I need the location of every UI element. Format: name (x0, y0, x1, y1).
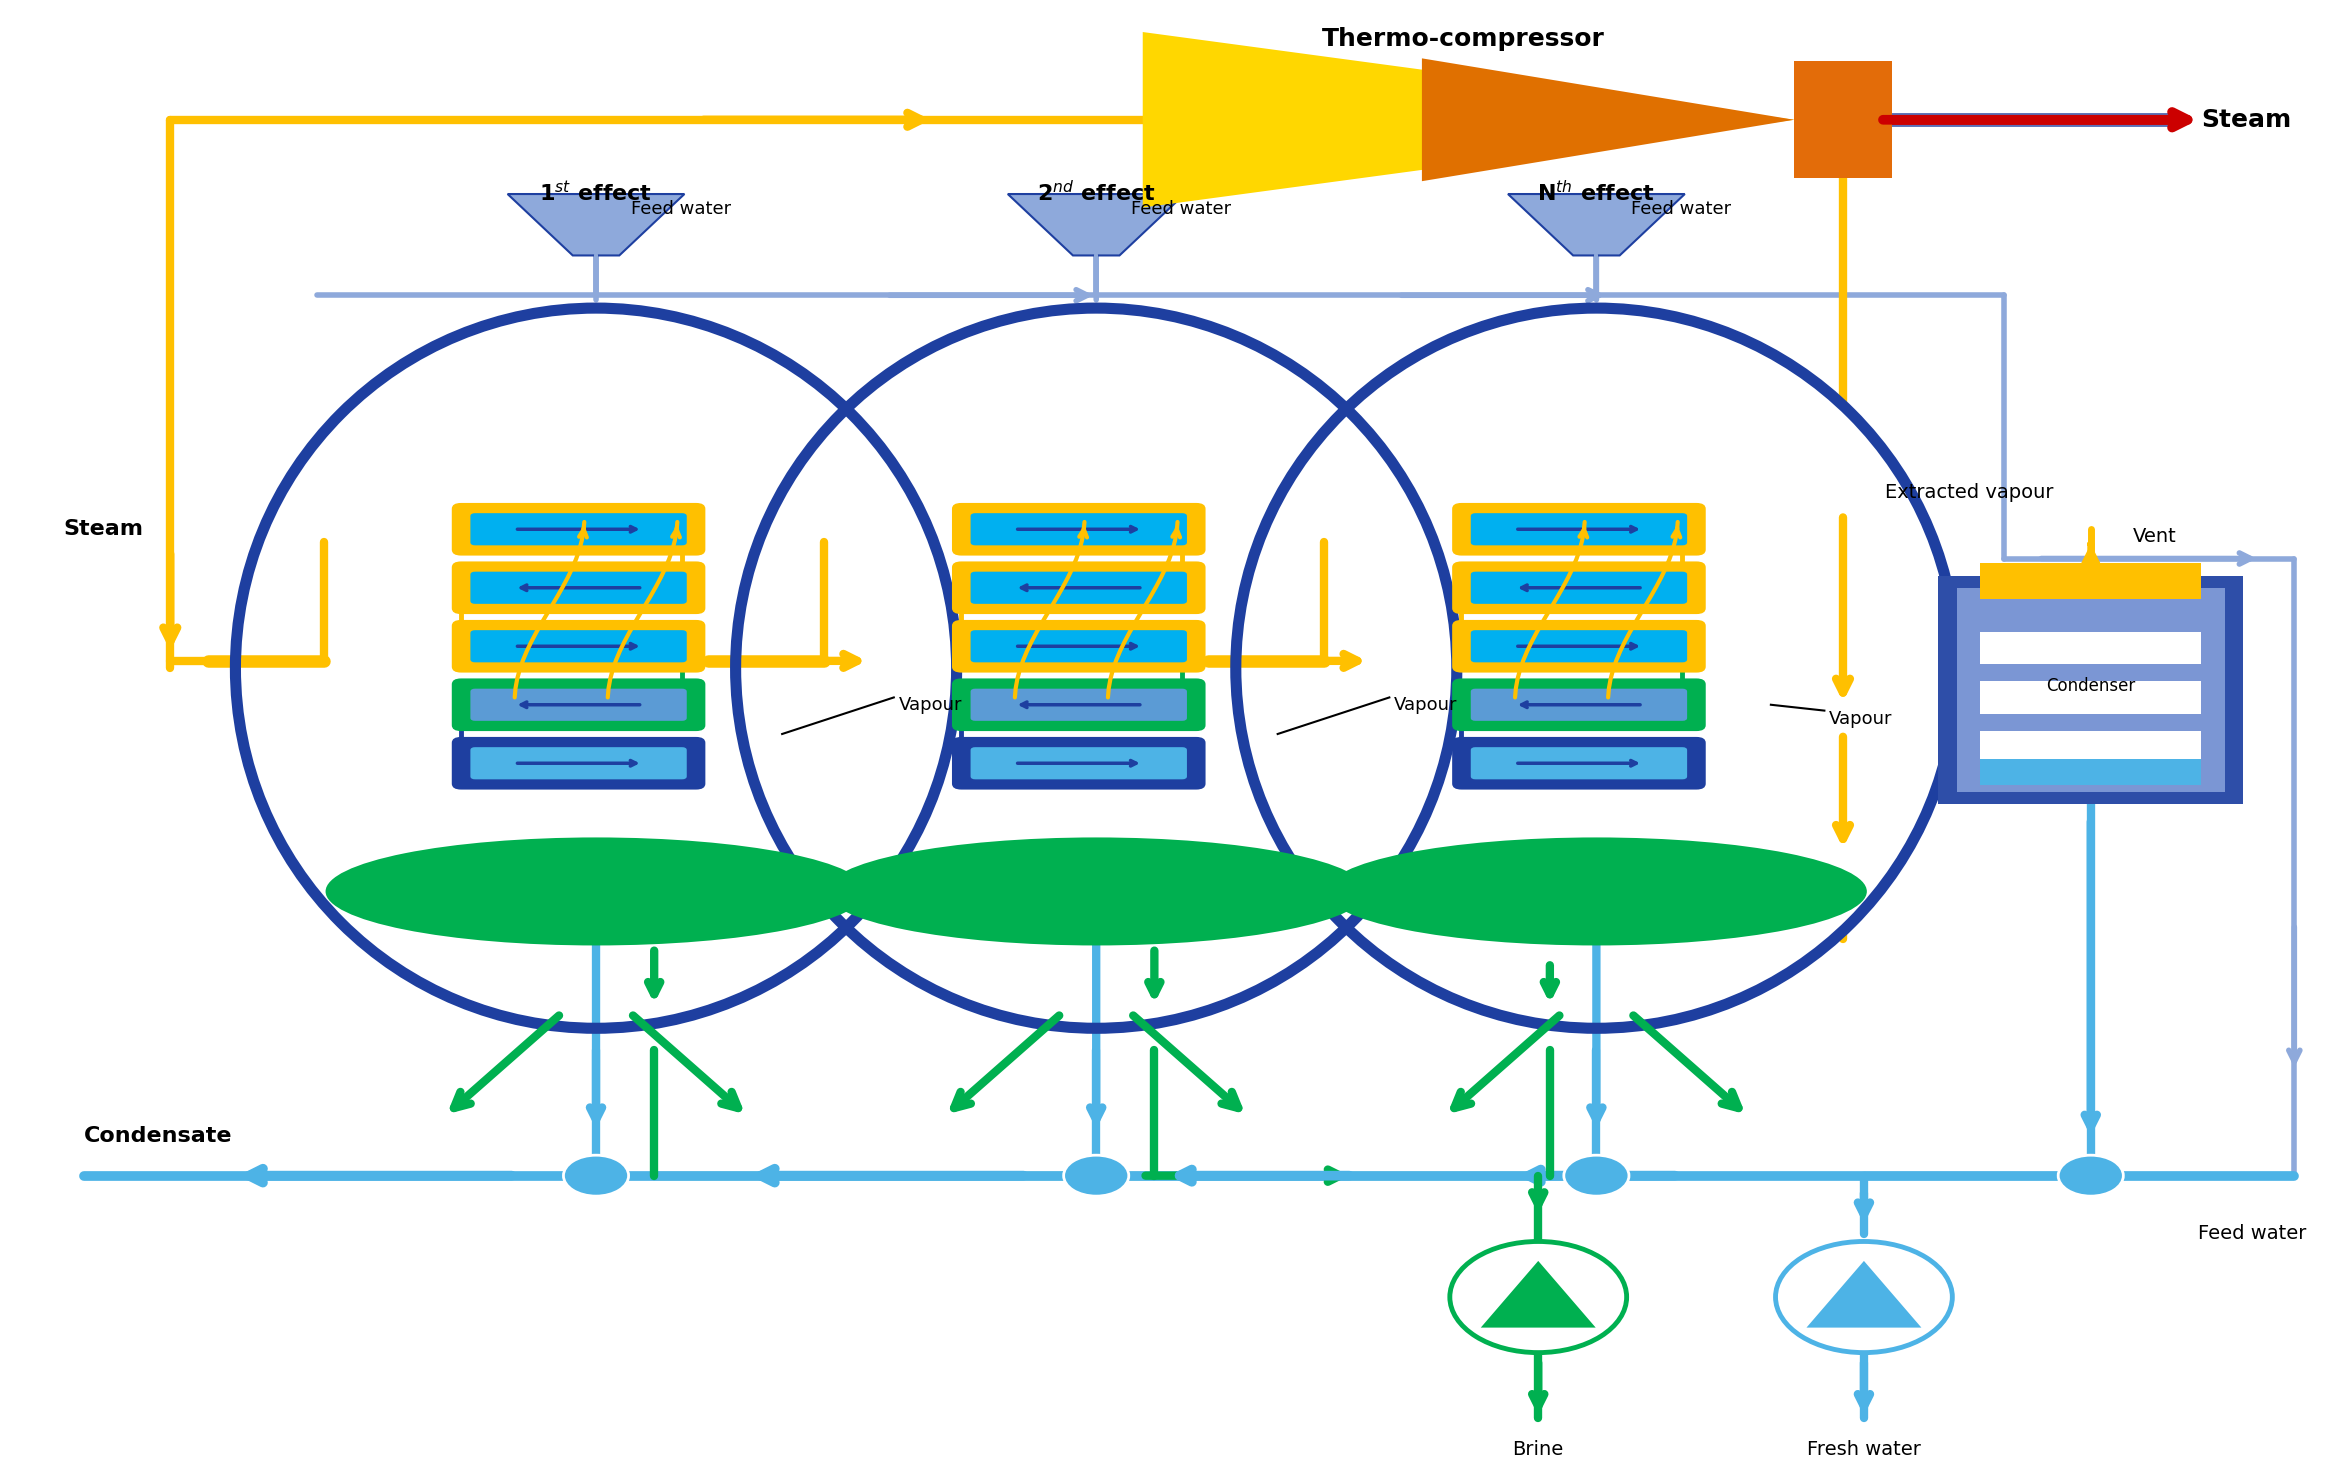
FancyBboxPatch shape (452, 678, 704, 731)
FancyBboxPatch shape (1471, 688, 1686, 721)
Polygon shape (1509, 194, 1684, 255)
Polygon shape (1007, 194, 1185, 255)
Text: 1$^{st}$ effect: 1$^{st}$ effect (539, 181, 653, 206)
Circle shape (564, 1155, 630, 1196)
Text: N$^{th}$ effect: N$^{th}$ effect (1537, 181, 1656, 206)
FancyBboxPatch shape (452, 737, 704, 790)
FancyBboxPatch shape (1980, 759, 2201, 785)
FancyBboxPatch shape (970, 514, 1187, 545)
Text: Steam: Steam (63, 520, 142, 539)
FancyBboxPatch shape (471, 747, 686, 780)
Polygon shape (1481, 1261, 1595, 1327)
FancyBboxPatch shape (1793, 62, 1891, 178)
Text: Fresh water: Fresh water (1807, 1440, 1922, 1459)
FancyBboxPatch shape (1980, 731, 2201, 763)
FancyBboxPatch shape (951, 504, 1206, 555)
FancyBboxPatch shape (1453, 619, 1705, 672)
Ellipse shape (326, 837, 868, 945)
FancyBboxPatch shape (471, 514, 686, 545)
FancyBboxPatch shape (452, 504, 704, 555)
Ellipse shape (735, 308, 1458, 1028)
FancyBboxPatch shape (970, 571, 1187, 603)
FancyBboxPatch shape (1453, 737, 1705, 790)
Text: Vapour: Vapour (1828, 711, 1894, 728)
Text: Vapour: Vapour (1395, 696, 1458, 713)
Text: Extracted vapour: Extracted vapour (1884, 483, 2054, 502)
Circle shape (1063, 1155, 1129, 1196)
Text: Brine: Brine (1513, 1440, 1565, 1459)
Text: 2$^{nd}$ effect: 2$^{nd}$ effect (1038, 181, 1157, 206)
FancyBboxPatch shape (1938, 575, 2243, 804)
Text: Condenser: Condenser (2045, 677, 2136, 694)
FancyBboxPatch shape (1471, 514, 1686, 545)
FancyBboxPatch shape (1980, 681, 2201, 713)
Ellipse shape (1327, 837, 1868, 945)
Text: Feed water: Feed water (2197, 1224, 2306, 1243)
FancyBboxPatch shape (970, 688, 1187, 721)
Ellipse shape (236, 308, 956, 1028)
Circle shape (2059, 1155, 2124, 1196)
FancyBboxPatch shape (452, 619, 704, 672)
FancyBboxPatch shape (1471, 571, 1686, 603)
Text: Feed water: Feed water (1131, 200, 1231, 217)
FancyBboxPatch shape (471, 630, 686, 662)
FancyBboxPatch shape (970, 747, 1187, 780)
Polygon shape (508, 194, 683, 255)
Text: Thermo-compressor: Thermo-compressor (1322, 28, 1604, 51)
FancyBboxPatch shape (1957, 587, 2225, 793)
Text: Vapour: Vapour (898, 696, 963, 713)
FancyBboxPatch shape (1980, 562, 2201, 599)
FancyBboxPatch shape (1453, 561, 1705, 614)
FancyBboxPatch shape (951, 678, 1206, 731)
Text: Steam: Steam (2201, 107, 2292, 132)
FancyBboxPatch shape (970, 630, 1187, 662)
Circle shape (1451, 1242, 1628, 1352)
FancyBboxPatch shape (951, 737, 1206, 790)
FancyBboxPatch shape (1471, 630, 1686, 662)
FancyBboxPatch shape (471, 688, 686, 721)
Circle shape (1775, 1242, 1952, 1352)
Text: Feed water: Feed water (632, 200, 730, 217)
Ellipse shape (1236, 308, 1957, 1028)
FancyBboxPatch shape (1980, 631, 2201, 664)
FancyBboxPatch shape (452, 561, 704, 614)
Polygon shape (1143, 32, 1793, 207)
Text: Feed water: Feed water (1632, 200, 1730, 217)
FancyBboxPatch shape (951, 561, 1206, 614)
Text: Vent: Vent (2134, 527, 2176, 546)
FancyBboxPatch shape (471, 571, 686, 603)
FancyBboxPatch shape (1471, 747, 1686, 780)
FancyBboxPatch shape (1453, 678, 1705, 731)
Text: Condensate: Condensate (84, 1126, 233, 1147)
Ellipse shape (826, 837, 1367, 945)
Polygon shape (1807, 1261, 1922, 1327)
FancyBboxPatch shape (1453, 504, 1705, 555)
Polygon shape (1423, 59, 1793, 181)
Circle shape (1565, 1155, 1630, 1196)
FancyBboxPatch shape (951, 619, 1206, 672)
